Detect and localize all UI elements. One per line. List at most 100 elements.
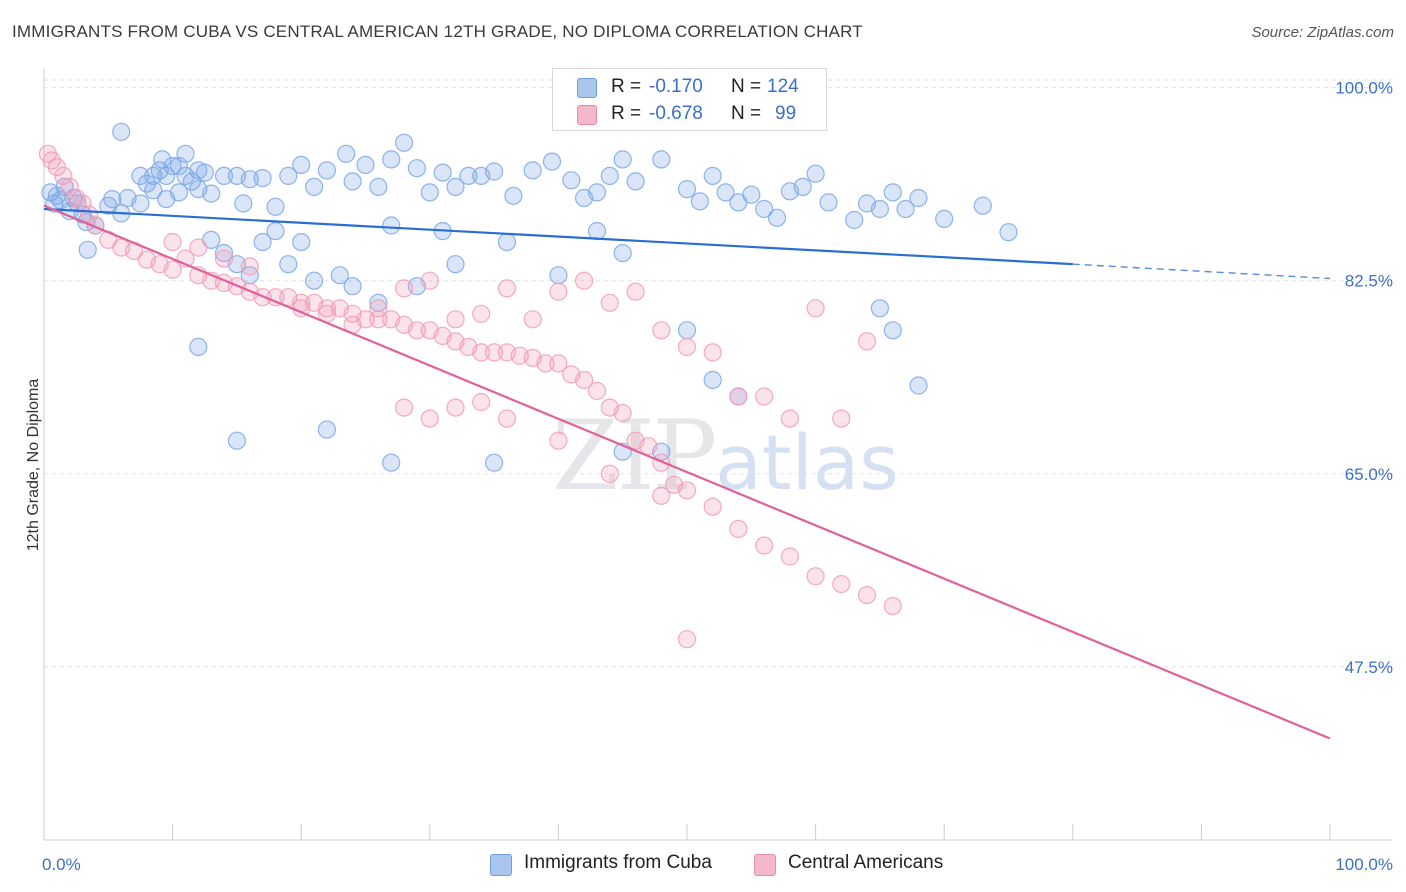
cuba-point xyxy=(356,155,375,174)
cuba-point xyxy=(504,186,523,205)
legend-n-value: 99 xyxy=(775,103,797,124)
central-american-point xyxy=(703,343,722,362)
central-american-point xyxy=(806,567,825,586)
cuba-point xyxy=(292,233,311,252)
watermark-zip: ZIP xyxy=(552,400,717,512)
cuba-point xyxy=(395,133,414,152)
cuba-point xyxy=(317,161,336,180)
cuba-point xyxy=(613,244,632,263)
cuba-point xyxy=(459,166,478,185)
series-central-american-points xyxy=(38,144,902,649)
cuba-point xyxy=(755,199,774,219)
y-tick-label: 100.0% xyxy=(1335,79,1393,98)
cuba-point xyxy=(677,180,697,199)
cuba-point xyxy=(253,169,272,188)
central-american-point xyxy=(549,431,568,450)
y-tick-label: 82.5% xyxy=(1345,272,1393,291)
central-american-point xyxy=(54,166,73,185)
cuba-point xyxy=(652,150,671,169)
cuba-point xyxy=(382,453,401,472)
cuba-point xyxy=(337,144,356,163)
cuba-point xyxy=(131,166,150,185)
cuba-point xyxy=(819,193,838,212)
legend-n-value: 124 xyxy=(767,76,799,97)
chart-title: IMMIGRANTS FROM CUBA VS CENTRAL AMERICAN… xyxy=(12,22,863,41)
axes xyxy=(43,68,1392,841)
central-american-point xyxy=(652,486,671,505)
cuba-point xyxy=(214,166,234,185)
cuba-point xyxy=(176,144,195,163)
cuba-point xyxy=(870,299,890,318)
cuba-point xyxy=(240,170,259,189)
cuba-point xyxy=(549,266,568,285)
legend: R = -0.170 N = 124 R = -0.678 N = 99 xyxy=(552,68,827,131)
cuba-point xyxy=(909,376,928,395)
cuba-point xyxy=(677,321,697,340)
central-american-point xyxy=(883,596,902,616)
central-american-point xyxy=(652,321,671,340)
bottom-legend-swatch-cuba xyxy=(490,854,512,876)
y-tick-label: 47.5% xyxy=(1345,658,1393,677)
cuba-point xyxy=(292,155,311,174)
cuba-point xyxy=(317,420,336,439)
central-american-point xyxy=(755,536,774,555)
cuba-point xyxy=(896,199,915,219)
central-american-point xyxy=(755,387,774,406)
central-american-point xyxy=(395,398,414,417)
central-american-point xyxy=(497,279,517,298)
central-american-point xyxy=(472,392,491,412)
tick-labels: 100.0% 82.5% 65.0% 47.5% 0.0% 100.0% xyxy=(42,79,1393,874)
cuba-point xyxy=(279,255,298,274)
y-tick-label: 65.0% xyxy=(1345,465,1393,484)
cuba-point xyxy=(78,240,97,259)
legend-row-cuba: R = -0.170 N = 124 xyxy=(553,74,826,102)
watermark-atlas: atlas xyxy=(715,418,899,507)
bottom-legend-central-americans: Central Americans xyxy=(754,852,974,876)
central-american-point xyxy=(677,481,697,500)
cuba-point xyxy=(742,185,761,204)
cuba-point xyxy=(909,188,928,208)
cuba-point xyxy=(562,171,581,190)
central-american-point xyxy=(446,398,465,417)
cuba-point xyxy=(587,222,607,241)
cuba-point xyxy=(144,181,163,200)
cuba-point xyxy=(446,177,465,196)
legend-r-value: -0.678 xyxy=(649,103,703,124)
central-american-point xyxy=(729,519,748,539)
legend-r-value: -0.170 xyxy=(649,76,703,97)
bottom-legend-label-central-americans: Central Americans xyxy=(788,852,944,873)
central-american-point xyxy=(497,409,517,428)
cuba-point xyxy=(407,159,426,178)
central-american-point xyxy=(446,310,465,329)
x-tick-label: 100.0% xyxy=(1335,855,1393,874)
cuba-point xyxy=(716,183,735,202)
cuba-point xyxy=(600,166,619,185)
cuba-point xyxy=(157,166,176,185)
cuba-point xyxy=(542,152,562,171)
central-american-point xyxy=(857,332,877,351)
cuba-point xyxy=(112,122,131,141)
cuba-point xyxy=(973,196,992,215)
central-american-point xyxy=(729,387,748,406)
cuba-point xyxy=(305,271,324,290)
legend-r-label: R = xyxy=(611,76,642,97)
central-american-point xyxy=(600,293,619,312)
cuba-point xyxy=(870,199,890,219)
cuba-point xyxy=(234,194,253,213)
cuba-point xyxy=(253,233,272,252)
cuba-point xyxy=(266,222,285,241)
central-american-point xyxy=(240,257,259,276)
cuba-point xyxy=(793,177,812,196)
cuba-point xyxy=(703,370,722,390)
watermark: ZIPatlas xyxy=(552,400,899,512)
cuba-point xyxy=(433,163,452,182)
central-american-point xyxy=(652,453,671,472)
cuba-point xyxy=(153,150,172,169)
y-axis-label: 12th Grade, No Diploma xyxy=(25,379,42,552)
trend-lines xyxy=(43,204,1331,740)
cuba-point xyxy=(343,277,362,296)
central-american-point xyxy=(639,437,658,456)
central-american-point xyxy=(317,299,336,318)
cuba-point xyxy=(587,183,607,202)
